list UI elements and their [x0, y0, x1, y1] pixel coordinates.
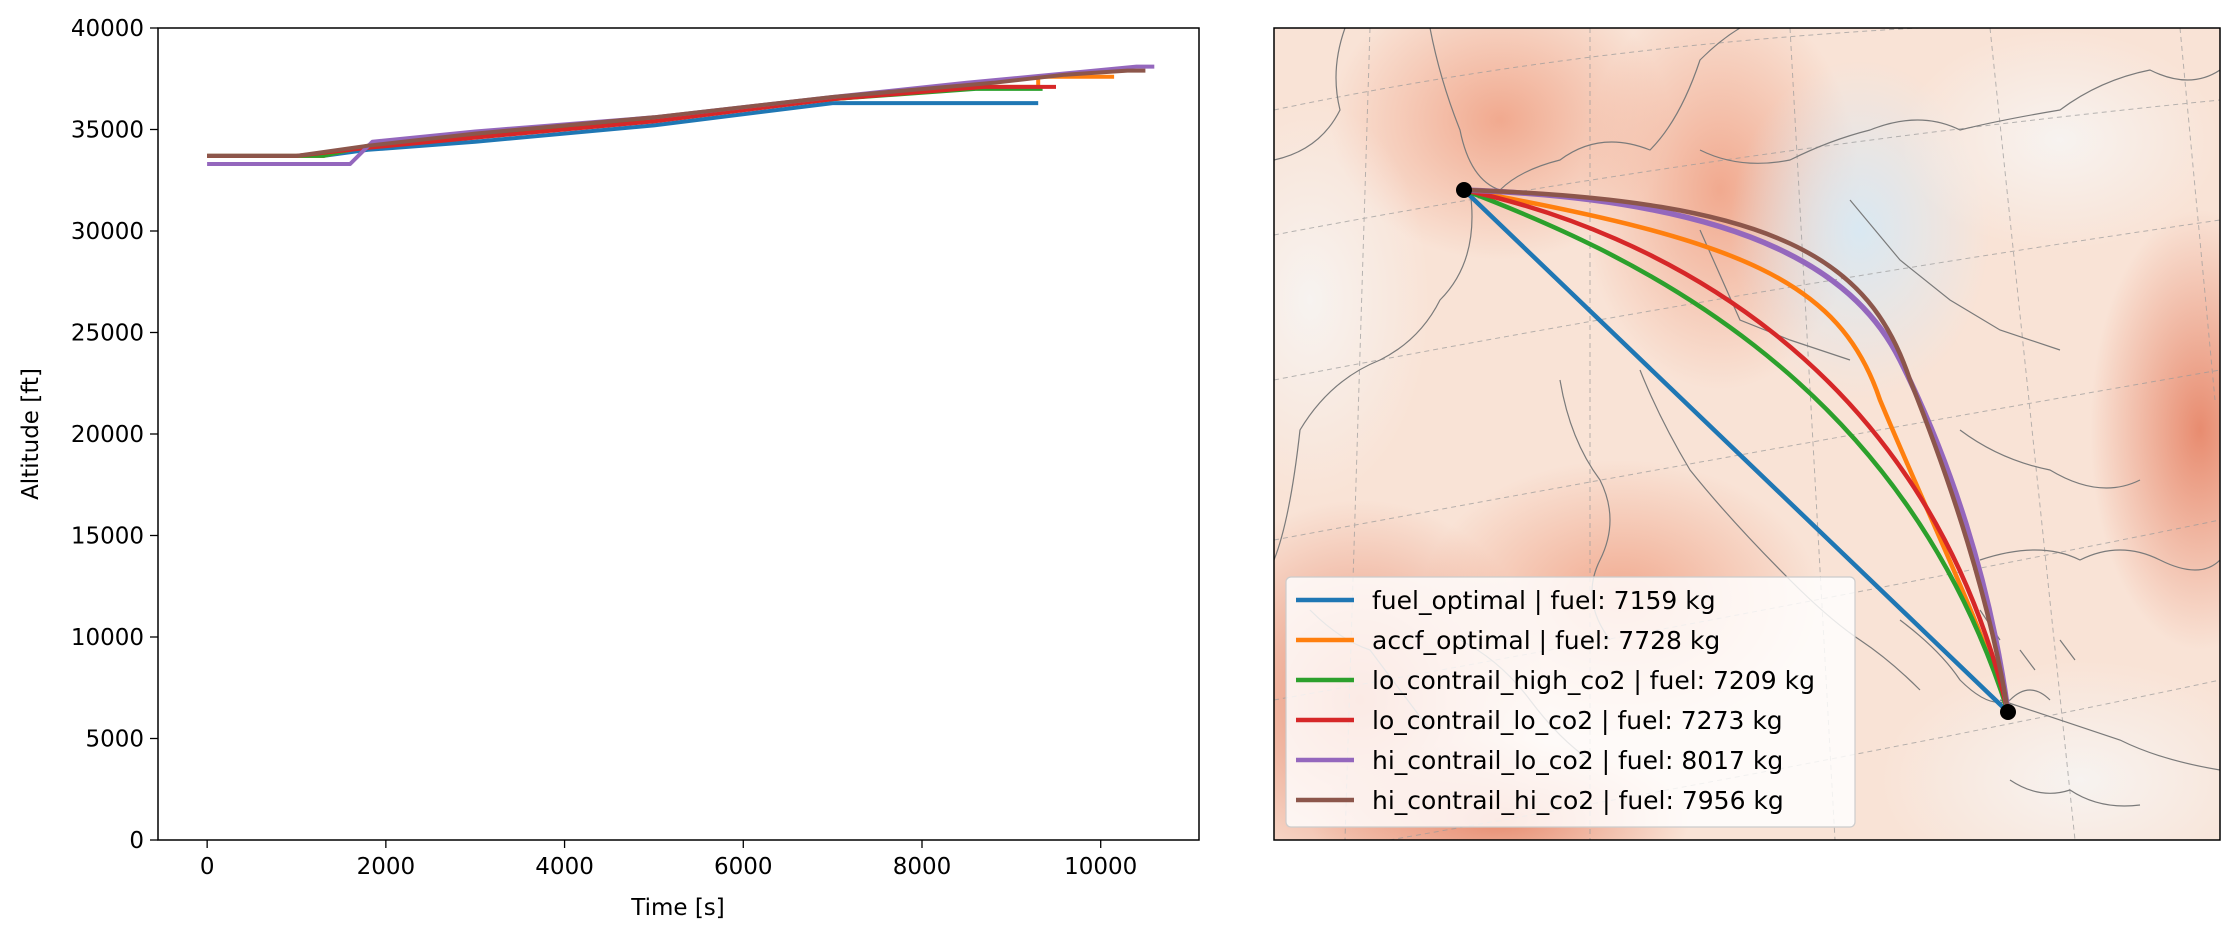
y-tick-label: 40000: [71, 16, 144, 42]
route-line: [1461, 187, 2011, 715]
legend-label: fuel_optimal | fuel: 7159 kg: [1372, 586, 1716, 615]
x-axis-label: Time [s]: [630, 895, 725, 921]
y-axis: 0 5000 10000 15000 20000 25000 30000 35000 40000: [71, 16, 158, 854]
field-blob: [1900, 30, 2220, 250]
y-tick-label: 5000: [85, 727, 144, 753]
route-line: [1461, 187, 2011, 715]
y-tick-label: 25000: [71, 321, 144, 347]
y-tick-label: 35000: [71, 118, 144, 144]
x-tick-label: 0: [200, 854, 215, 880]
route-line: [1461, 187, 2011, 715]
destination-airport-marker: [2000, 704, 2016, 720]
route-lines: [1461, 187, 2011, 715]
y-tick-label: 10000: [71, 625, 144, 651]
altitude-series-lines: [207, 64, 1155, 166]
y-tick-label: 30000: [71, 219, 144, 245]
legend-label: hi_contrail_lo_co2 | fuel: 8017 kg: [1372, 746, 1783, 775]
altitude-plot-frame: [157, 27, 1200, 841]
legend: fuel_optimal | fuel: 7159 kg accf_optimal…: [1285, 576, 1856, 828]
legend-label: accf_optimal | fuel: 7728 kg: [1372, 626, 1720, 655]
route-line: [1461, 187, 2011, 715]
x-tick-label: 10000: [1064, 854, 1137, 880]
legend-box: [1285, 576, 1856, 828]
legend-label: lo_contrail_lo_co2 | fuel: 7273 kg: [1372, 706, 1783, 735]
route-line: [1461, 187, 2011, 715]
altitude-line-fuel_optimal: [207, 101, 1039, 158]
x-axis: 0 2000 4000 6000 8000 10000: [200, 840, 1137, 880]
route-line: [1461, 187, 2011, 715]
x-tick-label: 6000: [714, 854, 773, 880]
x-tick-label: 4000: [535, 854, 594, 880]
field-blob: [1880, 660, 2220, 840]
x-tick-label: 2000: [357, 854, 416, 880]
field-blob: [2090, 210, 2220, 650]
y-axis-label: Altitude [ft]: [18, 368, 44, 500]
map-frame: [1273, 27, 2221, 841]
legend-label: hi_contrail_hi_co2 | fuel: 7956 kg: [1372, 786, 1784, 815]
y-tick-label: 0: [129, 828, 144, 854]
route-map: fuel_optimal | fuel: 7159 kg accf_optimal…: [1273, 27, 2221, 841]
altitude-chart: 0 2000 4000 6000 8000 10000 0 5000 10000 15000 20…: [18, 16, 1200, 921]
origin-airport-marker: [1456, 182, 1472, 198]
y-tick-label: 15000: [71, 524, 144, 550]
field-blob: [1274, 100, 1430, 500]
altitude-line-hi_contrail_hi_co2: [207, 68, 1146, 158]
y-tick-label: 20000: [71, 422, 144, 448]
legend-label: lo_contrail_high_co2 | fuel: 7209 kg: [1372, 666, 1815, 695]
x-tick-label: 8000: [893, 854, 952, 880]
